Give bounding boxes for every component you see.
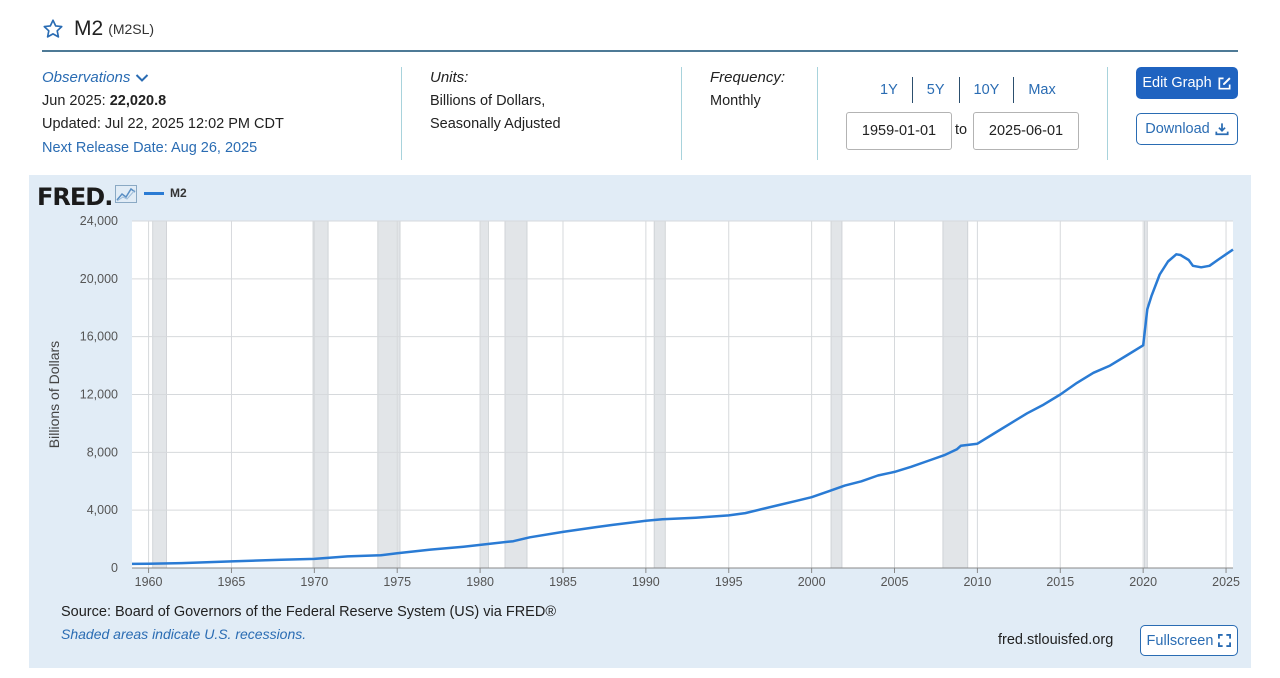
legend-series-name: M2	[170, 186, 187, 200]
recession-note-link[interactable]: Shaded areas indicate U.S. recessions.	[61, 626, 307, 642]
end-date-input[interactable]: 2025-06-01	[973, 112, 1079, 150]
x-tick-label: 2020	[1129, 575, 1157, 589]
range-selector: 1Y 5Y 10Y Max	[866, 76, 1070, 104]
y-axis-label: Billions of Dollars	[46, 341, 62, 448]
column-divider	[681, 67, 682, 160]
x-tick-label: 1995	[715, 575, 743, 589]
x-tick-label: 1990	[632, 575, 660, 589]
y-tick-label: 20,000	[80, 272, 118, 286]
updated-text: Updated: Jul 22, 2025 12:02 PM CDT	[42, 116, 284, 132]
frequency-value: Monthly	[710, 92, 761, 109]
range-1y-button[interactable]: 1Y	[880, 82, 898, 98]
observations-label: Observations	[42, 69, 131, 86]
units-line1: Billions of Dollars,	[430, 92, 546, 109]
range-separator	[1013, 77, 1015, 103]
y-tick-label: 0	[111, 561, 118, 575]
fullscreen-button[interactable]: Fullscreen	[1140, 625, 1238, 656]
range-separator	[911, 77, 913, 103]
observations-panel: Observations Jun 2025: 22,020.8 Updated:…	[42, 66, 284, 160]
y-tick-label: 4,000	[87, 503, 118, 517]
to-label: to	[955, 122, 968, 138]
latest-observation: Jun 2025: 22,020.8	[42, 90, 284, 114]
x-tick-label: 2025	[1212, 575, 1240, 589]
units-panel: Units: Billions of Dollars, Seasonally A…	[430, 66, 561, 137]
latest-period: Jun 2025:	[42, 92, 106, 109]
column-divider	[817, 67, 818, 160]
next-release-link[interactable]: Next Release Date: Aug 26, 2025	[42, 139, 258, 156]
edit-graph-button[interactable]: Edit Graph	[1136, 67, 1238, 99]
fullscreen-label: Fullscreen	[1146, 632, 1214, 649]
observations-dropdown[interactable]: Observations	[42, 66, 284, 90]
x-tick-label: 1975	[383, 575, 411, 589]
series-line-m2[interactable]	[131, 248, 1234, 566]
series-id: (M2SL)	[108, 21, 155, 37]
start-date-input[interactable]: 1959-01-01	[846, 112, 952, 150]
frequency-label: Frequency:	[710, 69, 786, 86]
edit-icon	[1218, 76, 1231, 89]
chevron-down-icon	[136, 74, 149, 82]
x-tick-label: 1960	[135, 575, 163, 589]
x-tick-label: 2015	[1046, 575, 1074, 589]
column-divider	[401, 67, 402, 160]
latest-value: 22,020.8	[109, 92, 167, 109]
range-5y-button[interactable]: 5Y	[926, 82, 945, 98]
series-title-row: M2 (M2SL)	[42, 14, 154, 44]
x-tick-label: 2005	[881, 575, 909, 589]
x-tick-label: 1965	[218, 575, 246, 589]
download-button[interactable]: Download	[1136, 113, 1238, 145]
y-tick-label: 16,000	[80, 330, 118, 344]
series-title: M2	[74, 17, 104, 40]
edit-graph-label: Edit Graph	[1142, 75, 1212, 91]
x-tick-label: 1970	[300, 575, 328, 589]
x-tick-label: 1985	[549, 575, 577, 589]
x-tick-label: 2000	[798, 575, 826, 589]
download-icon	[1215, 123, 1229, 136]
y-tick-label: 24,000	[80, 214, 118, 228]
x-tick-label: 2010	[963, 575, 991, 589]
chart-line-icon	[115, 185, 137, 203]
source-text: Source: Board of Governors of the Federa…	[61, 604, 557, 620]
fred-logo-text: FRED	[37, 183, 105, 211]
fred-url: fred.stlouisfed.org	[998, 632, 1114, 648]
star-icon[interactable]	[42, 18, 64, 40]
y-tick-label: 8,000	[87, 445, 118, 459]
range-max-button[interactable]: Max	[1028, 82, 1056, 98]
fred-logo-dot: .	[104, 183, 113, 211]
range-10y-button[interactable]: 10Y	[973, 82, 1000, 98]
x-tick-label: 1980	[466, 575, 494, 589]
y-tick-label: 12,000	[80, 388, 118, 402]
chart-plot[interactable]: 0 4,000 8,000 12,000 16,000 20,000 24,000 1960 1…	[29, 200, 1251, 600]
fred-logo: FRED.	[37, 183, 113, 211]
chart-legend: M2	[144, 186, 187, 200]
column-divider	[1107, 67, 1108, 160]
units-label: Units:	[430, 69, 469, 86]
range-separator	[958, 77, 960, 103]
frequency-panel: Frequency: Monthly	[710, 66, 785, 113]
title-divider	[42, 50, 1238, 52]
download-label: Download	[1145, 121, 1210, 137]
fullscreen-icon	[1218, 634, 1232, 647]
legend-line-swatch	[144, 191, 164, 195]
units-line2: Seasonally Adjusted	[430, 116, 561, 132]
